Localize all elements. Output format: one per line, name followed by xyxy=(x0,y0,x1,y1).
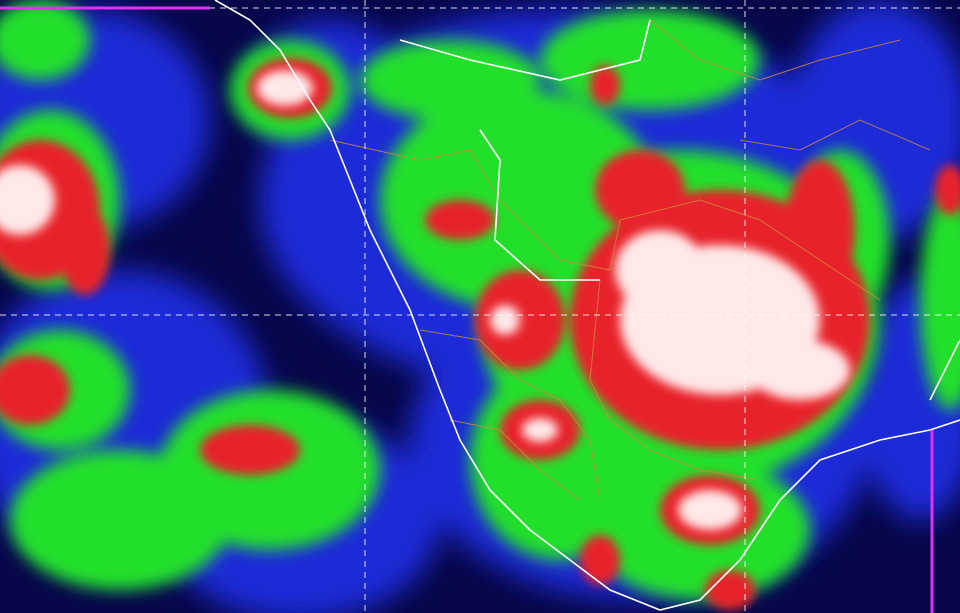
state-borders xyxy=(329,19,931,501)
very-high-cloud-layer xyxy=(0,70,850,530)
coastline xyxy=(214,0,960,611)
marker-lines xyxy=(0,6,934,613)
